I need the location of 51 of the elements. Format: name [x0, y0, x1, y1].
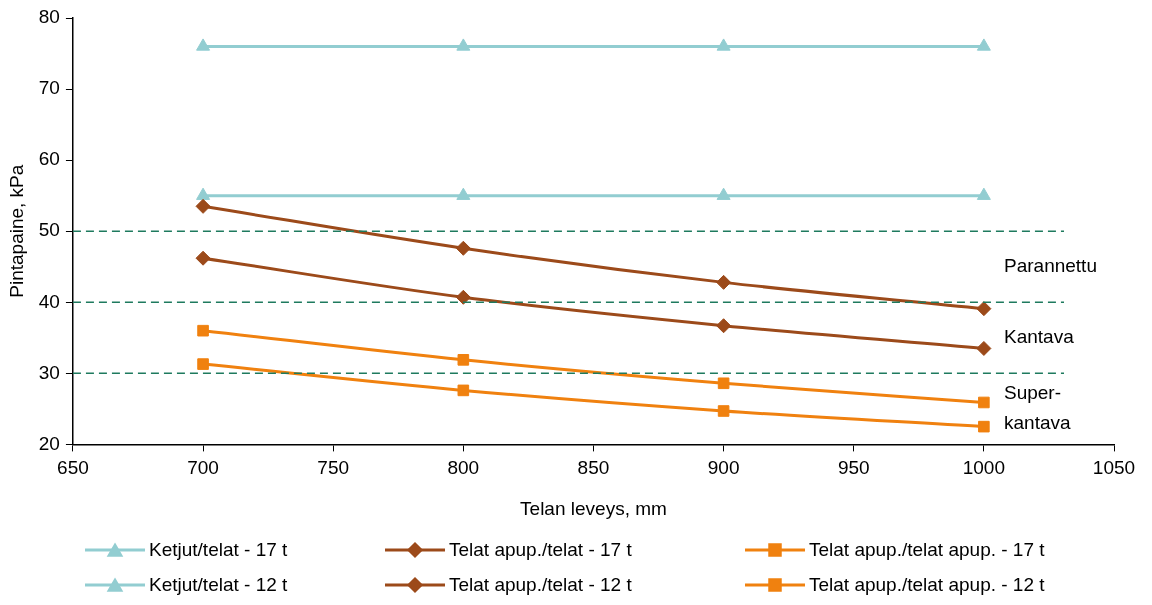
point: [976, 38, 991, 51]
y-tick-label: 60: [38, 148, 60, 170]
x-tick-label: 800: [447, 457, 480, 479]
point: [197, 358, 209, 370]
annotation: Parannettu: [1004, 254, 1097, 276]
point: [716, 187, 731, 200]
point: [976, 301, 992, 317]
y-tick-label: 40: [38, 290, 60, 312]
y-axis-title: Pintapaine, kPa: [5, 164, 27, 298]
annotation: Super- kantava: [1004, 382, 1071, 434]
legend-label: Ketjut/telat - 17 t: [149, 538, 288, 561]
point: [196, 38, 211, 51]
legend-label: Telat apup./telat apup. - 12 t: [809, 573, 1045, 596]
point: [196, 187, 211, 200]
point: [455, 289, 471, 305]
x-tick-label: 900: [707, 457, 740, 479]
y-tick-label: 30: [38, 361, 60, 383]
x-tick-label: 650: [57, 457, 89, 479]
x-tick-label: 1000: [962, 457, 1006, 479]
y-tick-label: 20: [38, 432, 60, 454]
y-tick-label: 70: [38, 77, 60, 99]
point: [717, 405, 730, 417]
point: [457, 384, 470, 397]
point: [978, 396, 990, 409]
point: [978, 420, 990, 433]
y-tick-label: 50: [38, 219, 60, 241]
legend-label: Telat apup./telat - 17 t: [449, 538, 632, 561]
point: [716, 274, 732, 290]
x-tick-label: 700: [187, 457, 219, 479]
point: [195, 198, 211, 214]
point: [976, 340, 992, 356]
x-tick-label: 750: [317, 457, 350, 479]
x-axis-title: Telan leveys, mm: [520, 497, 667, 519]
legend-label: Telat apup./telat - 12 t: [449, 573, 632, 596]
point: [717, 377, 730, 390]
point: [457, 354, 470, 366]
legend-label: Telat apup./telat apup. - 17 t: [809, 538, 1045, 561]
point: [456, 187, 471, 200]
x-tick-label: 850: [577, 457, 610, 479]
point: [716, 318, 732, 334]
annotation: Kantava: [1004, 326, 1075, 348]
legend-label: Ketjut/telat - 12 t: [149, 573, 288, 596]
point: [455, 240, 471, 256]
point: [197, 324, 209, 337]
point: [976, 187, 991, 200]
point: [456, 38, 471, 51]
point: [716, 38, 731, 51]
point: [195, 250, 211, 266]
x-tick-label: 950: [837, 457, 870, 479]
x-tick-label: 1050: [1092, 457, 1136, 479]
y-tick-label: 80: [38, 6, 60, 28]
